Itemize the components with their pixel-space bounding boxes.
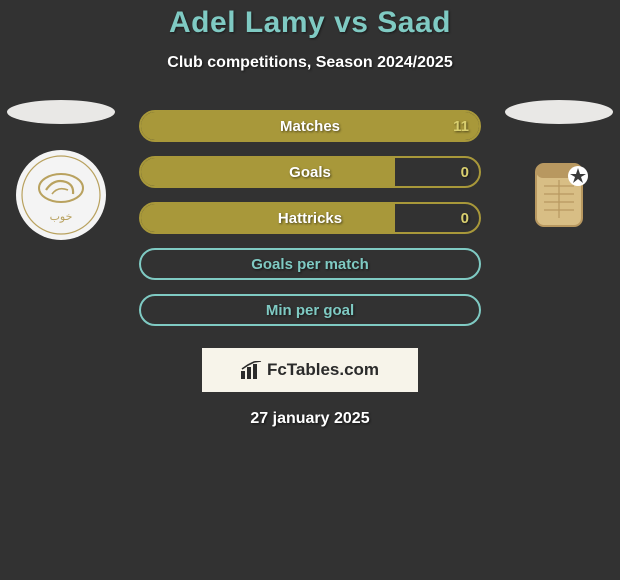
right-player-oval <box>505 100 613 124</box>
stat-value-right: 11 <box>453 118 469 135</box>
stat-label: Goals per match <box>251 256 369 273</box>
comparison-widget: Adel Lamy vs Saad Club competitions, Sea… <box>0 0 620 428</box>
svg-text:خوب: خوب <box>50 211 73 223</box>
right-badge-svg <box>514 150 604 240</box>
left-player-oval <box>7 100 115 124</box>
left-team-column: خوب <box>6 100 116 240</box>
stat-value-right: 0 <box>461 210 469 227</box>
brand-text: FcTables.com <box>267 360 379 380</box>
comparison-rows: Matches 11 Goals 0 Hattricks 0 Goals per match… <box>139 110 481 326</box>
stat-row-fill <box>141 158 395 186</box>
page-title: Adel Lamy vs Saad <box>0 6 620 40</box>
stat-label: Min per goal <box>266 302 354 319</box>
brand-chart-icon <box>241 361 263 379</box>
stat-row: Matches 11 <box>139 110 481 142</box>
main-area: خوب Matches11G <box>0 110 620 428</box>
stat-value-right: 0 <box>461 164 469 181</box>
stat-label: Goals <box>289 164 331 181</box>
stat-row: Goals per match <box>139 248 481 280</box>
right-team-column <box>504 100 614 240</box>
right-team-badge <box>514 150 604 240</box>
stat-row: Min per goal <box>139 294 481 326</box>
stat-label: Hattricks <box>278 210 342 227</box>
left-team-badge: خوب <box>16 150 106 240</box>
stat-row: Goals 0 <box>139 156 481 188</box>
stat-row-fill <box>141 204 395 232</box>
brand-box[interactable]: FcTables.com <box>202 348 418 392</box>
brand-inner: FcTables.com <box>241 360 379 380</box>
subtitle: Club competitions, Season 2024/2025 <box>0 54 620 72</box>
date-text: 27 january 2025 <box>0 410 620 428</box>
stat-label: Matches <box>280 118 340 135</box>
stat-row: Hattricks 0 <box>139 202 481 234</box>
left-badge-svg: خوب <box>16 150 106 240</box>
